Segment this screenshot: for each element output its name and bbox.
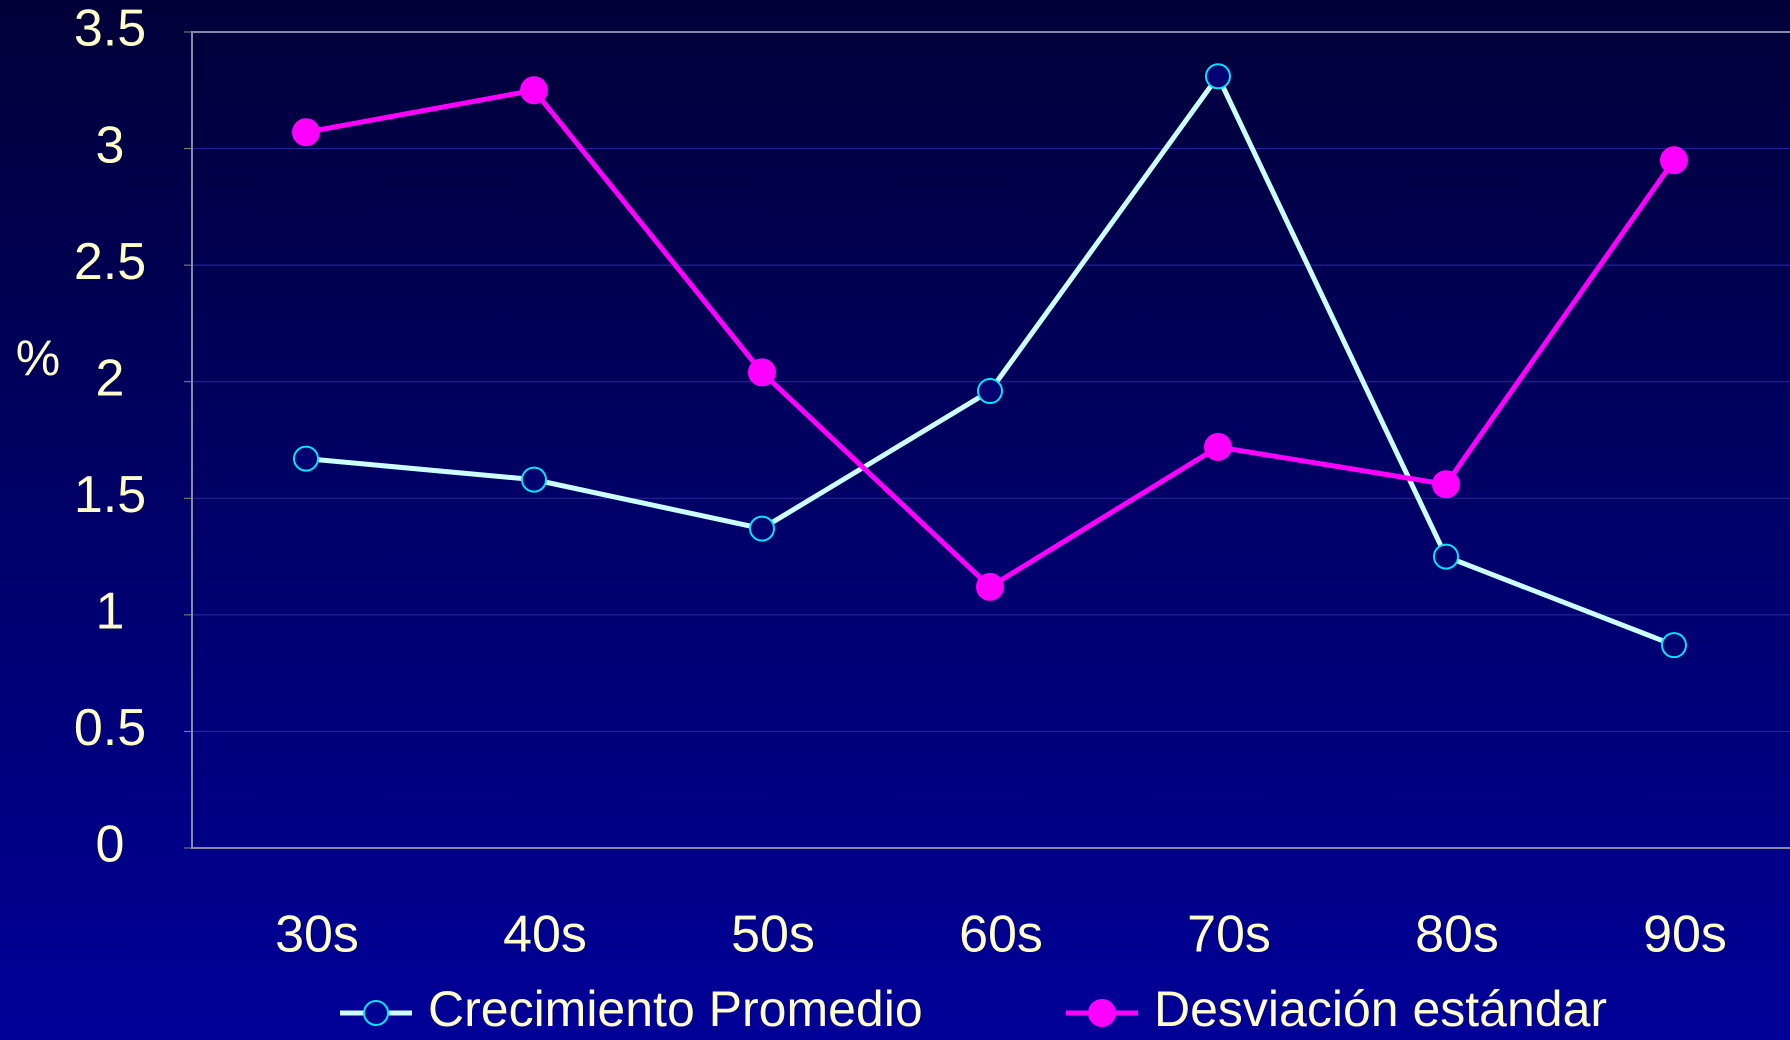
series-line [305,87,1677,591]
y-tick-label: 1 [96,583,125,641]
data-point [292,118,320,147]
y-tick-label: 3 [96,116,125,174]
data-point [1660,146,1688,175]
y-tick-label: 0 [96,816,125,874]
legend-label: Desviación estándar [1154,981,1607,1037]
data-point [1432,470,1460,499]
x-tick-label: 50s [731,906,815,964]
x-tick-label: 60s [959,906,1043,964]
y-tick-label: 0.5 [74,699,146,757]
series-line [305,71,1675,648]
data-point [1661,632,1687,659]
data-point [521,466,547,493]
y-tick-label: 3.5 [74,0,146,58]
y-tick-label: 2.5 [74,233,146,291]
legend-label: Crecimiento Promedio [428,981,923,1037]
x-tick-label: 80s [1415,906,1499,964]
data-point [976,572,1004,601]
x-tick-label: 40s [503,906,587,964]
y-tick-label: 1.5 [74,466,146,524]
data-point [1433,543,1459,570]
data-point [1204,432,1232,461]
data-point [977,378,1003,405]
data-point [749,515,775,542]
y-tick-label: 2 [96,349,125,407]
data-point [293,445,319,472]
legend-marker [363,1000,389,1026]
plot-border [191,31,1790,849]
data-point [1205,63,1231,90]
x-tick-label: 30s [275,906,359,964]
data-point [748,358,776,387]
x-tick-label: 70s [1187,906,1271,964]
x-tick-label: 90s [1643,906,1727,964]
y-axis-label: % [16,330,60,386]
legend-marker [1088,999,1116,1027]
data-point [520,76,548,105]
